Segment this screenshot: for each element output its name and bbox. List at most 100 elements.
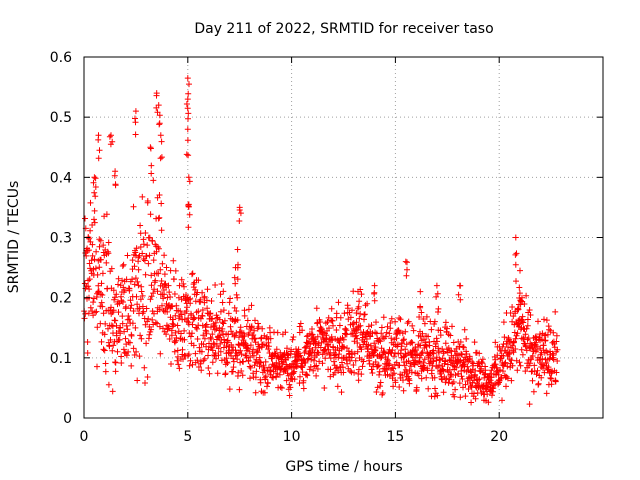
data-point: [349, 307, 355, 314]
data-point: [419, 330, 426, 337]
data-point: [534, 346, 540, 353]
data-point: [125, 348, 132, 355]
data-point: [189, 361, 196, 368]
data-point: [99, 303, 106, 310]
data-point: [543, 390, 550, 397]
data-point: [121, 287, 128, 294]
data-point: [110, 342, 117, 349]
data-point: [537, 345, 544, 352]
data-point: [251, 336, 258, 342]
data-point: [361, 311, 368, 318]
data-point: [434, 364, 441, 371]
data-point: [158, 138, 165, 145]
data-point: [117, 330, 124, 337]
data-point: [347, 368, 354, 374]
data-point: [390, 365, 397, 372]
data-point: [367, 342, 374, 349]
data-point: [434, 392, 441, 399]
data-point: [236, 386, 243, 393]
data-point: [207, 310, 214, 317]
data-point: [229, 368, 236, 375]
data-point: [308, 331, 315, 338]
data-point: [91, 256, 98, 263]
data-point: [120, 346, 127, 353]
data-point: [377, 355, 384, 362]
data-point: [372, 344, 379, 351]
data-point: [250, 352, 257, 359]
data-point: [300, 377, 307, 384]
data-point: [270, 374, 277, 381]
data-point: [159, 302, 165, 309]
data-point: [514, 330, 521, 337]
data-point: [487, 377, 494, 384]
data-point: [387, 320, 394, 326]
data-point: [472, 395, 479, 402]
data-point: [302, 359, 309, 366]
data-point: [315, 349, 322, 356]
data-point: [156, 192, 163, 198]
data-point: [376, 368, 383, 375]
data-point: [290, 334, 297, 340]
data-point: [512, 261, 519, 268]
data-point: [396, 362, 403, 369]
data-point: [457, 339, 464, 345]
data-point: [524, 322, 531, 329]
data-point: [86, 247, 92, 254]
data-point: [219, 325, 226, 332]
data-point: [201, 335, 208, 342]
data-point: [252, 374, 259, 381]
data-point: [157, 155, 164, 162]
data-point: [527, 360, 533, 367]
data-point: [430, 350, 437, 357]
data-point: [209, 359, 216, 366]
data-point: [266, 350, 273, 356]
data-point: [151, 310, 157, 317]
data-point: [234, 317, 241, 323]
data-point: [151, 286, 158, 293]
data-point: [102, 320, 109, 327]
data-point: [119, 313, 126, 320]
data-point: [517, 362, 524, 369]
data-point: [105, 250, 112, 257]
data-point: [350, 362, 357, 368]
data-point: [125, 313, 132, 319]
data-point: [326, 325, 332, 332]
data-point: [155, 102, 162, 109]
data-point: [300, 385, 307, 392]
data-point: [355, 366, 362, 373]
data-point: [220, 331, 227, 338]
data-point: [502, 359, 509, 366]
data-point: [554, 346, 561, 353]
data-point: [220, 288, 227, 295]
data-point: [213, 355, 219, 362]
data-point: [184, 137, 191, 144]
data-point: [253, 368, 260, 375]
data-point: [283, 377, 290, 384]
data-point: [226, 386, 233, 393]
data-point: [118, 360, 125, 366]
data-point: [136, 305, 143, 312]
data-point: [335, 299, 342, 306]
y-tick-label: 0.4: [50, 170, 72, 186]
data-point: [463, 351, 470, 357]
data-point: [453, 345, 460, 352]
data-point: [378, 330, 385, 337]
data-point: [404, 320, 411, 327]
data-point: [89, 241, 96, 248]
data-point: [183, 308, 190, 315]
data-point: [376, 337, 383, 343]
data-point: [540, 365, 546, 372]
data-point: [259, 325, 266, 332]
data-point: [177, 308, 184, 315]
x-tick-label: 15: [386, 429, 404, 445]
data-point: [137, 332, 144, 339]
data-point: [173, 334, 180, 341]
data-point: [109, 347, 116, 354]
data-point: [87, 304, 94, 311]
data-point: [144, 198, 151, 204]
data-point: [82, 310, 89, 317]
data-point: [488, 367, 495, 374]
data-point: [344, 345, 350, 352]
data-point: [373, 319, 379, 326]
data-point: [422, 339, 429, 346]
